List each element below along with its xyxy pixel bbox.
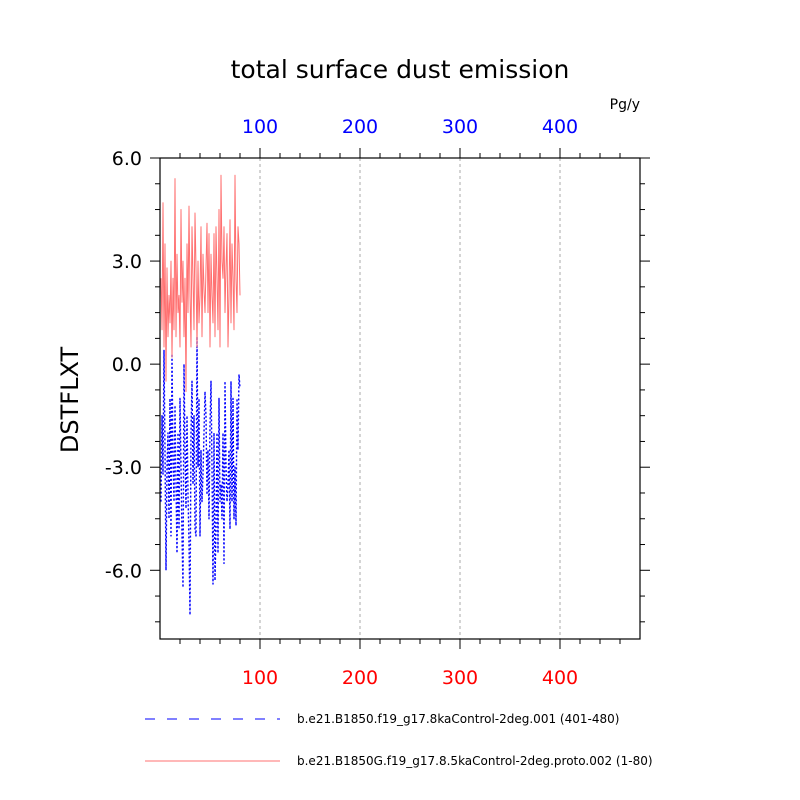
x-tick-label-top: 200	[342, 116, 378, 138]
chart-title: total surface dust emission	[231, 55, 570, 84]
top-axis-unit: Pg/y	[610, 97, 640, 113]
x-gridlines	[259, 158, 561, 639]
y-tick-label: 0.0	[112, 354, 142, 376]
series-line-red	[160, 174, 241, 393]
legend-label: b.e21.B1850G.f19_g17.8.5kaControl-2deg.p…	[297, 754, 653, 768]
legend-label: b.e21.B1850.f19_g17.8kaControl-2deg.001 …	[297, 712, 619, 726]
x-tick-label-top: 300	[442, 116, 478, 138]
x-tick-label-bottom: 400	[542, 667, 578, 689]
x-tick-label-top: 100	[242, 116, 278, 138]
x-tick-label-bottom: 300	[442, 667, 478, 689]
plot-frame	[159, 157, 641, 640]
x-tick-label-bottom: 200	[342, 667, 378, 689]
legend: b.e21.B1850.f19_g17.8kaControl-2deg.001 …	[145, 712, 653, 768]
x-tick-label-top: 400	[542, 116, 578, 138]
y-axis-label: DSTFLXT	[56, 347, 84, 454]
y-tick-label: 6.0	[112, 148, 142, 170]
series-line-blue	[160, 336, 241, 616]
series-layer	[160, 174, 241, 616]
y-tick-label: -3.0	[105, 457, 142, 479]
x-tick-label-bottom: 100	[242, 667, 278, 689]
axis-ticks	[150, 148, 650, 649]
y-tick-label: 3.0	[112, 251, 142, 273]
y-tick-label: -6.0	[105, 560, 142, 582]
axis-tick-labels: 100 100 200 200 300 300 400 400 6.0 3.0 0.0 -3.0 -6.…	[105, 116, 578, 689]
